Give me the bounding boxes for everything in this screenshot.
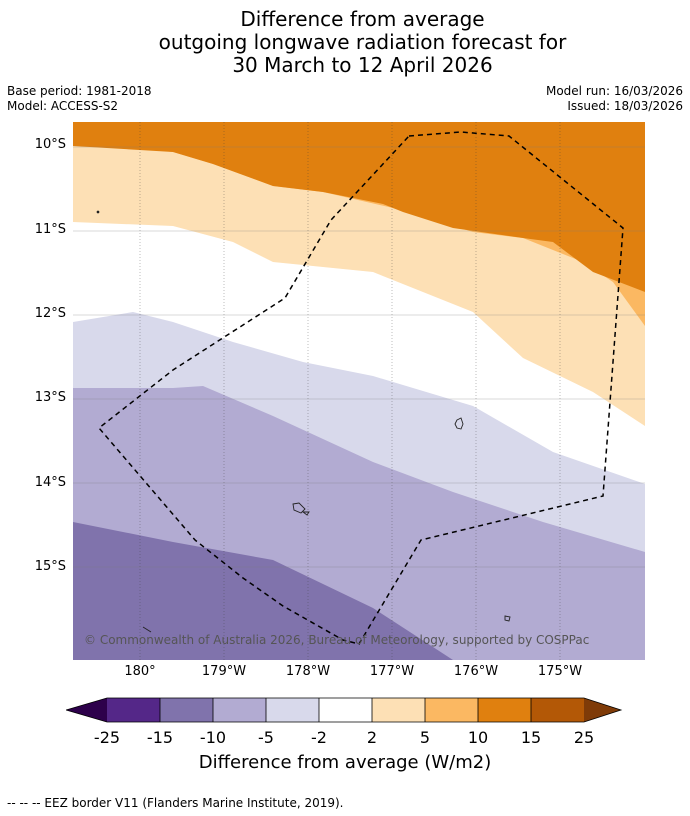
colorbar-bin-8 <box>478 698 531 722</box>
colorbar-tick: 5 <box>419 728 431 747</box>
colorbar-bin-9 <box>531 698 584 722</box>
lon-label-177w: 177°W <box>369 664 415 679</box>
lon-label-175w: 175°W <box>537 664 583 679</box>
lon-label-180: 180° <box>124 664 156 679</box>
lon-label-179w: 179°W <box>201 664 247 679</box>
colorbar-bin-5 <box>319 698 372 722</box>
island-e <box>142 626 152 633</box>
title-line-1: Difference from average <box>240 7 485 31</box>
colorbar <box>66 697 623 723</box>
title-line-3: 30 March to 12 April 2026 <box>232 53 493 77</box>
lat-label-14s: 14°S <box>34 475 66 490</box>
lon-label-178w: 178°W <box>285 664 331 679</box>
colorbar-bin-4 <box>266 698 319 722</box>
colorbar-tick: 10 <box>467 728 489 747</box>
meta-left: Base period: 1981-2018 Model: ACCESS-S2 <box>7 84 152 114</box>
map-area[interactable] <box>73 122 645 660</box>
colorbar-under-arrow <box>66 698 107 722</box>
colorbar-bin-7 <box>425 698 478 722</box>
islands <box>96 210 511 633</box>
colorbar-tick: 2 <box>366 728 378 747</box>
colorbar-bin-3 <box>213 698 266 722</box>
island-f <box>96 210 100 214</box>
eez-border <box>97 131 624 645</box>
colorbar-bin-2 <box>160 698 213 722</box>
colorbar-tick: -2 <box>311 728 327 747</box>
colorbar-tick: -25 <box>93 728 121 747</box>
lat-label-11s: 11°S <box>34 222 66 237</box>
colorbar-tick: -15 <box>146 728 174 747</box>
island-b <box>292 502 306 514</box>
island-d <box>504 615 511 622</box>
chart-title: Difference from average outgoing longwav… <box>0 8 690 77</box>
lat-label-13s: 13°S <box>34 390 66 405</box>
island-a <box>454 417 464 430</box>
colorbar-tick: -5 <box>258 728 274 747</box>
colorbar-tick: -10 <box>199 728 227 747</box>
lat-label-10s: 10°S <box>34 137 66 152</box>
map-svg <box>73 122 645 660</box>
colorbar-dividers <box>66 697 623 723</box>
lat-label-12s: 12°S <box>34 306 66 321</box>
model-run: Model run: 16/03/2026 <box>545 84 683 98</box>
lat-label-15s: 15°S <box>34 559 66 574</box>
island-c <box>301 511 310 516</box>
fill-class-pos-15-10 <box>73 122 645 292</box>
latitude-lines <box>73 146 645 568</box>
eez-legend: -- -- -- EEZ border V11 (Flanders Marine… <box>7 796 344 810</box>
colorbar-tick: 15 <box>520 728 542 747</box>
colorbar-bin-6 <box>372 698 425 722</box>
title-line-2: outgoing longwave radiation forecast for <box>158 30 567 54</box>
base-period: Base period: 1981-2018 <box>7 84 152 98</box>
colorbar-tick: 25 <box>573 728 595 747</box>
model-name: Model: ACCESS-S2 <box>7 99 119 113</box>
meta-right: Model run: 16/03/2026 Issued: 18/03/2026 <box>546 84 683 114</box>
colorbar-over-arrow <box>584 698 621 722</box>
copyright-notice: © Commonwealth of Australia 2026, Bureau… <box>84 633 590 647</box>
lon-label-176w: 176°W <box>453 664 499 679</box>
issued-date: Issued: 18/03/2026 <box>567 99 683 113</box>
colorbar-bin-1 <box>107 698 160 722</box>
colorbar-label: Difference from average (W/m2) <box>198 752 492 773</box>
